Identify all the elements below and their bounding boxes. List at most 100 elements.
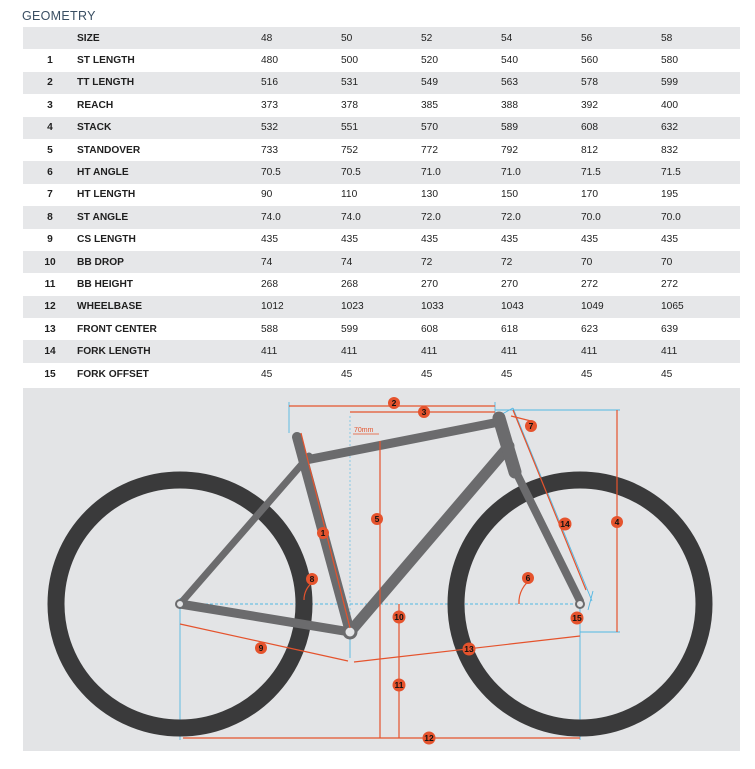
table-cell: 551 bbox=[341, 116, 421, 139]
table-row: 9 CS LENGTH 435 435 435 435 435 435 bbox=[23, 228, 740, 251]
table-cell: 812 bbox=[581, 138, 661, 162]
table-cell: 1043 bbox=[501, 295, 581, 319]
bike-geometry-diagram: 70mm 1 2 3 4 5 6 7 8 9 10 11 12 13 14 15 bbox=[23, 388, 740, 751]
table-cell: 411 bbox=[341, 340, 421, 363]
table-cell: 72.0 bbox=[421, 206, 501, 229]
row-label: HT LENGTH bbox=[77, 183, 261, 207]
dimension-marker-label: 15 bbox=[572, 613, 582, 623]
row-number: 10 bbox=[23, 250, 77, 274]
row-number: 7 bbox=[23, 183, 77, 207]
size-column-header: 54 bbox=[501, 27, 581, 50]
dimension-marker-label: 5 bbox=[375, 514, 380, 524]
dimension-marker-8: 8 bbox=[306, 573, 318, 585]
table-cell: 578 bbox=[581, 71, 661, 95]
table-cell: 435 bbox=[581, 228, 661, 251]
table-cell: 45 bbox=[661, 362, 740, 386]
table-row: 11 BB HEIGHT 268 268 270 270 272 272 bbox=[23, 273, 740, 296]
table-row: 1 ST LENGTH 480 500 520 540 560 580 bbox=[23, 49, 740, 72]
table-cell: 70.5 bbox=[341, 161, 421, 184]
row-label: STANDOVER bbox=[77, 138, 261, 162]
dimension-marker-label: 12 bbox=[424, 733, 434, 743]
dimension-marker-14: 14 bbox=[558, 517, 572, 531]
row-label: FORK LENGTH bbox=[77, 340, 261, 363]
dimension-marker-label: 10 bbox=[394, 612, 404, 622]
table-cell: 1049 bbox=[581, 295, 661, 319]
table-cell: 618 bbox=[501, 318, 581, 341]
row-number: 14 bbox=[23, 340, 77, 363]
table-cell: 639 bbox=[661, 318, 740, 341]
table-row: 5 STANDOVER 733 752 772 792 812 832 bbox=[23, 138, 740, 162]
row-number: 11 bbox=[23, 273, 77, 296]
table-cell: 500 bbox=[341, 49, 421, 72]
dimension-marker-5: 5 bbox=[371, 513, 383, 525]
table-row: 2 TT LENGTH 516 531 549 563 578 599 bbox=[23, 71, 740, 95]
page-title: GEOMETRY bbox=[22, 9, 96, 23]
table-cell: 580 bbox=[661, 49, 740, 72]
table-row: 13 FRONT CENTER 588 599 608 618 623 639 bbox=[23, 318, 740, 341]
row-number: 1 bbox=[23, 49, 77, 72]
table-cell: 270 bbox=[501, 273, 581, 296]
table-row: 7 HT LENGTH 90 110 130 150 170 195 bbox=[23, 183, 740, 207]
table-cell: 400 bbox=[661, 94, 740, 117]
header-size-label: SIZE bbox=[77, 27, 261, 50]
row-label: REACH bbox=[77, 94, 261, 117]
table-row: 3 REACH 373 378 385 388 392 400 bbox=[23, 94, 740, 117]
table-cell: 74 bbox=[261, 250, 341, 274]
header-blank-cell bbox=[23, 27, 77, 50]
table-cell: 110 bbox=[341, 183, 421, 207]
dimension-marker-label: 14 bbox=[560, 519, 570, 529]
dimension-marker-label: 9 bbox=[259, 643, 264, 653]
table-cell: 411 bbox=[261, 340, 341, 363]
table-cell: 70.5 bbox=[261, 161, 341, 184]
dimension-marker-6: 6 bbox=[522, 572, 534, 584]
table-cell: 599 bbox=[341, 318, 421, 341]
table-cell: 480 bbox=[261, 49, 341, 72]
table-cell: 268 bbox=[261, 273, 341, 296]
table-cell: 588 bbox=[261, 318, 341, 341]
dimension-marker-12: 12 bbox=[422, 731, 436, 745]
table-cell: 272 bbox=[581, 273, 661, 296]
dimension-marker-9: 9 bbox=[255, 642, 267, 654]
row-label: ST ANGLE bbox=[77, 206, 261, 229]
dimension-marker-10: 10 bbox=[392, 610, 406, 624]
table-cell: 532 bbox=[261, 116, 341, 139]
table-cell: 411 bbox=[661, 340, 740, 363]
row-label: TT LENGTH bbox=[77, 71, 261, 95]
table-cell: 74 bbox=[341, 250, 421, 274]
table-cell: 74.0 bbox=[261, 206, 341, 229]
table-cell: 549 bbox=[421, 71, 501, 95]
table-cell: 71.5 bbox=[581, 161, 661, 184]
table-row: 10 BB DROP 74 74 72 72 70 70 bbox=[23, 250, 740, 274]
wheels bbox=[47, 471, 713, 737]
table-cell: 268 bbox=[341, 273, 421, 296]
size-column-header: 52 bbox=[421, 27, 501, 50]
table-row: 6 HT ANGLE 70.5 70.5 71.0 71.0 71.5 71.5 bbox=[23, 161, 740, 184]
table-cell: 45 bbox=[581, 362, 661, 386]
table-cell: 373 bbox=[261, 94, 341, 117]
table-row: 14 FORK LENGTH 411 411 411 411 411 411 bbox=[23, 340, 740, 363]
dimension-marker-1: 1 bbox=[317, 527, 329, 539]
table-cell: 150 bbox=[501, 183, 581, 207]
dimension-marker-11: 11 bbox=[392, 678, 406, 692]
front-wheel bbox=[447, 471, 713, 737]
table-cell: 772 bbox=[421, 138, 501, 162]
table-cell: 71.0 bbox=[501, 161, 581, 184]
dimension-marker-4: 4 bbox=[611, 516, 623, 528]
table-cell: 563 bbox=[501, 71, 581, 95]
dimension-marker-label: 2 bbox=[392, 398, 397, 408]
rear-wheel bbox=[47, 471, 313, 737]
table-cell: 589 bbox=[501, 116, 581, 139]
row-label: FORK OFFSET bbox=[77, 362, 261, 386]
table-cell: 792 bbox=[501, 138, 581, 162]
table-cell: 45 bbox=[421, 362, 501, 386]
row-label: STACK bbox=[77, 116, 261, 139]
dimension-marker-label: 11 bbox=[395, 680, 404, 690]
row-number: 15 bbox=[23, 362, 77, 386]
table-cell: 435 bbox=[661, 228, 740, 251]
row-label: BB DROP bbox=[77, 250, 261, 274]
table-cell: 170 bbox=[581, 183, 661, 207]
row-number: 12 bbox=[23, 295, 77, 319]
table-cell: 435 bbox=[501, 228, 581, 251]
dimension-marker-13: 13 bbox=[462, 642, 476, 656]
dimension-marker-3: 3 bbox=[418, 406, 430, 418]
